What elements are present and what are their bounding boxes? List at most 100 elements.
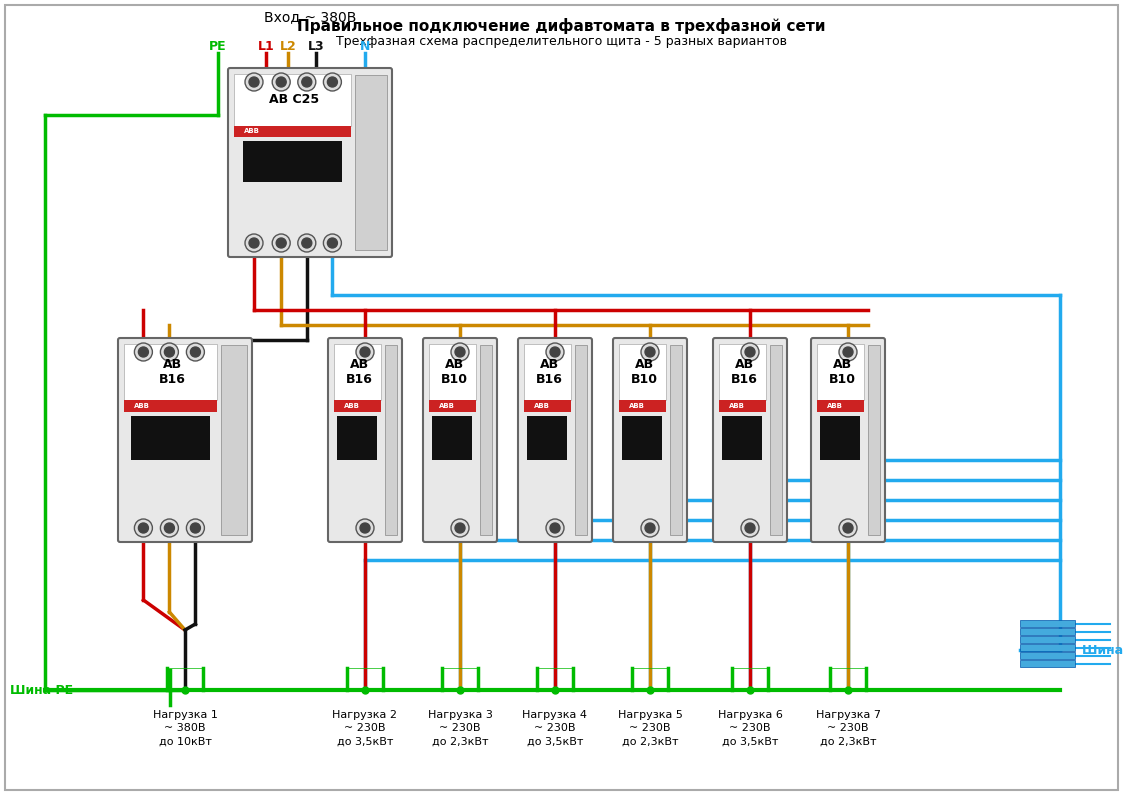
Bar bbox=[1020, 620, 1075, 627]
Text: АВ
В10: АВ В10 bbox=[829, 358, 856, 386]
Text: Вход ~ 380В: Вход ~ 380В bbox=[264, 10, 356, 24]
Text: L2: L2 bbox=[280, 40, 296, 53]
Bar bbox=[1020, 660, 1075, 667]
Circle shape bbox=[249, 238, 259, 248]
Bar bbox=[384, 345, 398, 535]
Circle shape bbox=[641, 343, 659, 361]
Circle shape bbox=[741, 343, 759, 361]
Circle shape bbox=[164, 523, 174, 533]
Circle shape bbox=[191, 523, 200, 533]
Circle shape bbox=[645, 347, 655, 357]
Circle shape bbox=[451, 343, 469, 361]
Text: ABB: ABB bbox=[827, 403, 843, 409]
Circle shape bbox=[745, 523, 755, 533]
Bar bbox=[1020, 636, 1075, 643]
Text: Нагрузка 5
~ 230В
до 2,3кВт: Нагрузка 5 ~ 230В до 2,3кВт bbox=[618, 710, 683, 747]
Bar bbox=[524, 344, 570, 400]
Text: Правильное подключение дифавтомата в трехфазной сети: Правильное подключение дифавтомата в тре… bbox=[298, 18, 825, 34]
FancyBboxPatch shape bbox=[118, 338, 252, 542]
Bar bbox=[334, 344, 381, 400]
Circle shape bbox=[843, 523, 853, 533]
Circle shape bbox=[645, 523, 655, 533]
Circle shape bbox=[839, 519, 857, 537]
Circle shape bbox=[546, 519, 564, 537]
Bar bbox=[355, 75, 387, 250]
Circle shape bbox=[135, 519, 153, 537]
Bar bbox=[719, 400, 766, 412]
Bar bbox=[429, 344, 476, 400]
Text: Нагрузка 4
~ 230В
до 3,5кВт: Нагрузка 4 ~ 230В до 3,5кВт bbox=[522, 710, 587, 747]
Text: Трехфазная схема распределительного щита - 5 разных вариантов: Трехфазная схема распределительного щита… bbox=[336, 35, 787, 48]
Circle shape bbox=[550, 523, 560, 533]
Circle shape bbox=[249, 77, 259, 87]
Bar bbox=[124, 400, 218, 412]
FancyBboxPatch shape bbox=[713, 338, 787, 542]
Circle shape bbox=[276, 238, 286, 248]
Bar bbox=[722, 416, 763, 460]
Bar bbox=[1020, 652, 1075, 659]
Text: АВ
В16: АВ В16 bbox=[536, 358, 563, 386]
Circle shape bbox=[298, 73, 316, 91]
Text: Нагрузка 7
~ 230В
до 2,3кВт: Нагрузка 7 ~ 230В до 2,3кВт bbox=[815, 710, 880, 747]
Circle shape bbox=[455, 523, 465, 533]
Text: Нагрузка 6
~ 230В
до 3,5кВт: Нагрузка 6 ~ 230В до 3,5кВт bbox=[718, 710, 783, 747]
Bar bbox=[1020, 644, 1075, 651]
Circle shape bbox=[356, 519, 374, 537]
FancyBboxPatch shape bbox=[328, 338, 402, 542]
Text: Шина N: Шина N bbox=[1081, 643, 1123, 657]
Circle shape bbox=[272, 73, 290, 91]
Circle shape bbox=[745, 347, 755, 357]
FancyBboxPatch shape bbox=[228, 68, 392, 257]
Bar bbox=[524, 400, 570, 412]
Circle shape bbox=[138, 347, 148, 357]
Circle shape bbox=[843, 347, 853, 357]
Circle shape bbox=[245, 234, 263, 252]
Circle shape bbox=[186, 343, 204, 361]
Text: ABB: ABB bbox=[439, 403, 455, 409]
Bar bbox=[719, 344, 766, 400]
Bar bbox=[622, 416, 663, 460]
Circle shape bbox=[356, 343, 374, 361]
Text: Нагрузка 2
~ 230В
до 3,5кВт: Нагрузка 2 ~ 230В до 3,5кВт bbox=[332, 710, 398, 747]
Circle shape bbox=[360, 347, 369, 357]
FancyBboxPatch shape bbox=[518, 338, 592, 542]
Bar bbox=[575, 345, 587, 535]
Text: АВ
В10: АВ В10 bbox=[631, 358, 658, 386]
Text: ABB: ABB bbox=[134, 403, 149, 409]
Circle shape bbox=[546, 343, 564, 361]
Circle shape bbox=[360, 523, 369, 533]
Circle shape bbox=[302, 77, 312, 87]
Text: Нагрузка 1
~ 380В
до 10кВт: Нагрузка 1 ~ 380В до 10кВт bbox=[153, 710, 218, 747]
Bar bbox=[619, 400, 666, 412]
Bar bbox=[868, 345, 880, 535]
Bar bbox=[821, 416, 860, 460]
Circle shape bbox=[328, 238, 337, 248]
Bar bbox=[429, 400, 476, 412]
Bar bbox=[669, 345, 682, 535]
Bar bbox=[432, 416, 472, 460]
Bar bbox=[234, 74, 350, 126]
Circle shape bbox=[135, 343, 153, 361]
Bar bbox=[234, 126, 350, 137]
Text: Шина PE: Шина PE bbox=[10, 684, 73, 696]
Bar bbox=[480, 345, 492, 535]
Circle shape bbox=[138, 523, 148, 533]
Text: ABB: ABB bbox=[629, 403, 645, 409]
Circle shape bbox=[302, 238, 312, 248]
Circle shape bbox=[272, 234, 290, 252]
Text: Нагрузка 3
~ 230В
до 2,3кВт: Нагрузка 3 ~ 230В до 2,3кВт bbox=[428, 710, 493, 747]
Bar bbox=[124, 344, 218, 400]
Text: АВ
В16: АВ В16 bbox=[159, 358, 186, 386]
Text: ABB: ABB bbox=[244, 128, 259, 134]
Bar bbox=[818, 400, 864, 412]
Text: АВ
В16: АВ В16 bbox=[731, 358, 758, 386]
FancyBboxPatch shape bbox=[613, 338, 687, 542]
Text: PE: PE bbox=[209, 40, 227, 53]
Circle shape bbox=[641, 519, 659, 537]
Circle shape bbox=[245, 73, 263, 91]
Text: ABB: ABB bbox=[729, 403, 745, 409]
Circle shape bbox=[741, 519, 759, 537]
Circle shape bbox=[164, 347, 174, 357]
Circle shape bbox=[455, 347, 465, 357]
Text: ABB: ABB bbox=[535, 403, 550, 409]
